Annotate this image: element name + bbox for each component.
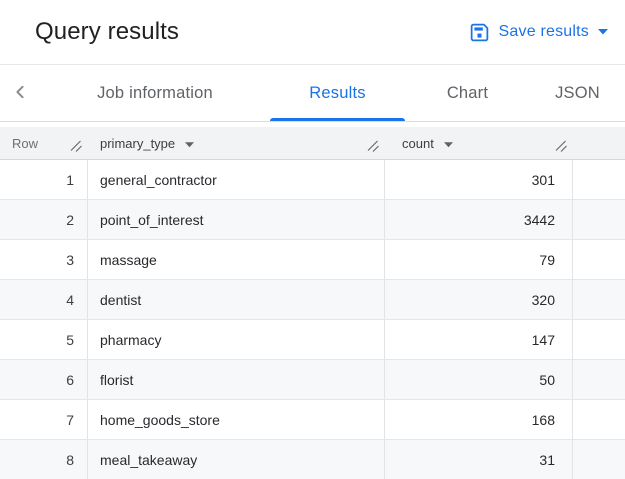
row-number-cell: 5 (0, 320, 88, 359)
row-number-cell: 2 (0, 200, 88, 239)
count-cell: 168 (385, 400, 573, 439)
primary-type-cell: general_contractor (88, 160, 385, 199)
table-row: 3 massage 79 (0, 240, 625, 280)
count-cell: 79 (385, 240, 573, 279)
tab-bar: Job information Results Chart JSON (0, 65, 625, 122)
primary-type-cell: home_goods_store (88, 400, 385, 439)
count-cell: 320 (385, 280, 573, 319)
sort-caret-icon[interactable] (185, 136, 195, 151)
row-number-cell: 1 (0, 160, 88, 199)
primary-type-cell: dentist (88, 280, 385, 319)
filler-cell (573, 160, 625, 199)
filler-cell (573, 200, 625, 239)
count-cell: 147 (385, 320, 573, 359)
results-table: Row primary_type (0, 122, 625, 479)
tab-json[interactable]: JSON (530, 65, 625, 121)
column-resize-handle[interactable] (554, 139, 568, 156)
row-number-cell: 3 (0, 240, 88, 279)
filler-cell (573, 280, 625, 319)
filler-cell (573, 400, 625, 439)
table-row: 7 home_goods_store 168 (0, 400, 625, 440)
count-cell: 50 (385, 360, 573, 399)
column-header-primary-type-label: primary_type (100, 135, 176, 151)
primary-type-cell: pharmacy (88, 320, 385, 359)
table-row: 2 point_of_interest 3442 (0, 200, 625, 240)
chevron-left-icon (11, 83, 29, 104)
column-header-filler (573, 127, 625, 159)
dropdown-caret-icon (598, 29, 608, 35)
count-cell: 301 (385, 160, 573, 199)
count-cell: 3442 (385, 200, 573, 239)
primary-type-cell: meal_takeaway (88, 440, 385, 479)
primary-type-cell: point_of_interest (88, 200, 385, 239)
page-title: Query results (35, 18, 180, 45)
filler-cell (573, 320, 625, 359)
table-row: 1 general_contractor 301 (0, 160, 625, 200)
column-header-count-label: count (402, 135, 434, 151)
table-row: 8 meal_takeaway 31 (0, 440, 625, 479)
row-number-cell: 8 (0, 440, 88, 479)
column-resize-handle[interactable] (366, 139, 380, 156)
column-header-row-label: Row (12, 135, 39, 151)
tab-job-information[interactable]: Job information (40, 65, 270, 121)
tabs-back-button[interactable] (0, 65, 40, 121)
tab-results[interactable]: Results (270, 65, 405, 121)
results-table-body: 1 general_contractor 301 2 point_of_interest… (0, 160, 625, 479)
sort-caret-icon[interactable] (443, 136, 453, 151)
filler-cell (573, 360, 625, 399)
tab-chart[interactable]: Chart (405, 65, 530, 121)
primary-type-cell: florist (88, 360, 385, 399)
filler-cell (573, 440, 625, 479)
row-number-cell: 7 (0, 400, 88, 439)
table-row: 6 florist 50 (0, 360, 625, 400)
save-icon (469, 22, 490, 43)
count-cell: 31 (385, 440, 573, 479)
row-number-cell: 4 (0, 280, 88, 319)
filler-cell (573, 240, 625, 279)
column-header-row: Row (0, 127, 88, 159)
table-row: 4 dentist 320 (0, 280, 625, 320)
table-header-row: Row primary_type (0, 127, 625, 160)
column-header-primary-type[interactable]: primary_type (88, 127, 385, 159)
primary-type-cell: massage (88, 240, 385, 279)
titlebar: Query results Save results (0, 0, 625, 65)
save-results-button[interactable]: Save results (465, 16, 612, 49)
row-number-cell: 6 (0, 360, 88, 399)
column-resize-handle[interactable] (69, 139, 83, 156)
column-header-count[interactable]: count (385, 127, 573, 159)
table-row: 5 pharmacy 147 (0, 320, 625, 360)
save-results-label: Save results (498, 23, 589, 40)
